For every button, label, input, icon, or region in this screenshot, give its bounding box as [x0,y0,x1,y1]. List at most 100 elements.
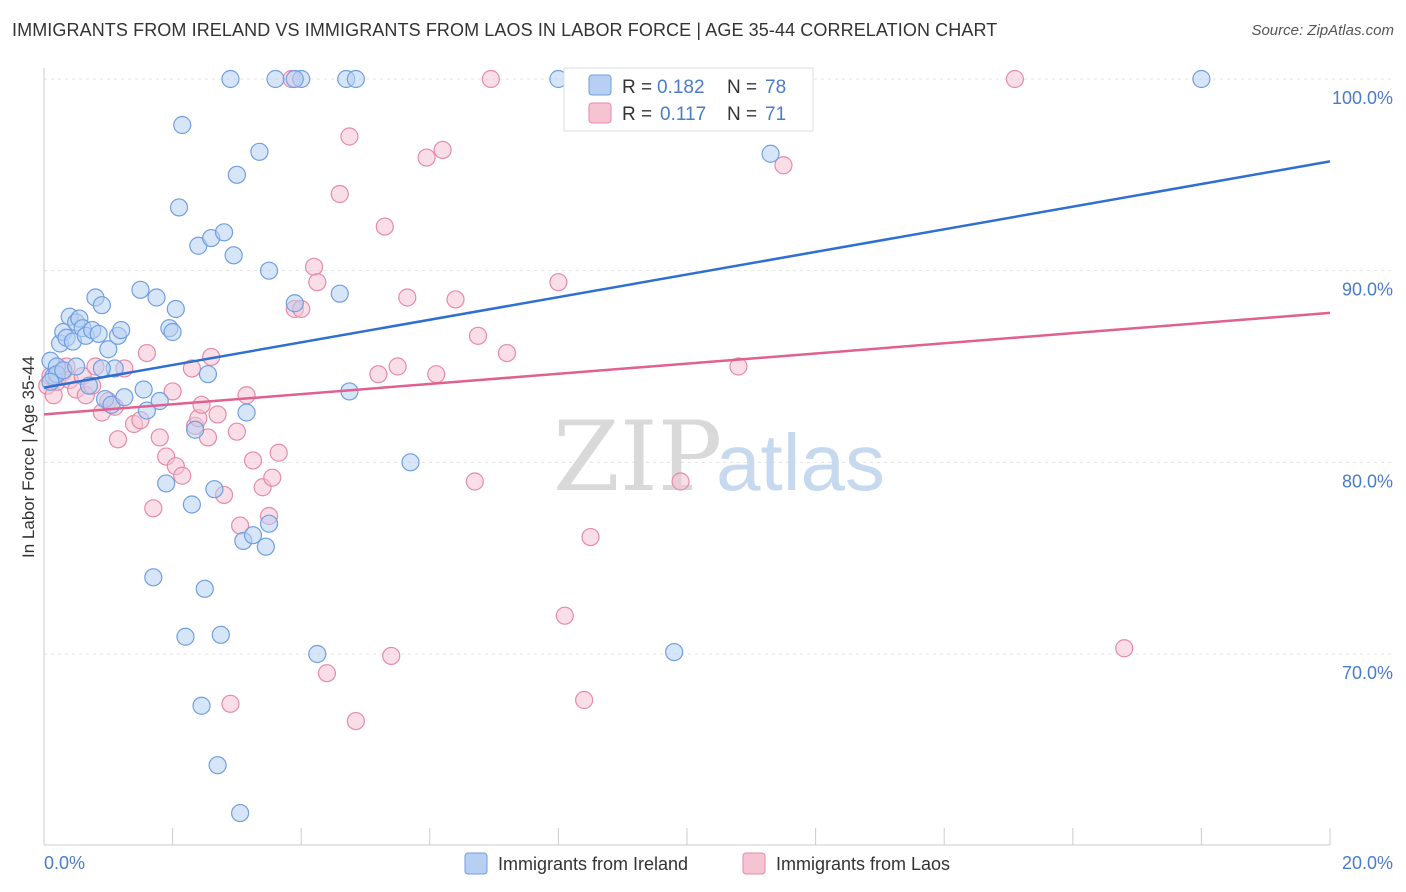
laos-point [192,395,211,414]
ireland-point [227,165,246,184]
laos-point [671,472,690,491]
ireland-point [134,380,153,399]
ireland-point [166,299,185,319]
laos-point [243,451,263,470]
laos-point [221,694,240,713]
legend-n-value-ireland: 78 [765,77,786,98]
ireland-point [169,198,189,217]
laos-point [729,357,748,376]
x-tick-label-max: 20.0% [1342,853,1393,873]
laos-point [108,430,128,449]
bottom-legend-swatch-ireland [464,852,488,875]
ireland-point [147,288,166,307]
laos-point [150,428,169,447]
watermark-zip: ZIP [553,401,722,513]
laos-point [144,499,163,518]
y-tick-label: 70.0% [1342,663,1393,683]
laos-point [388,357,407,376]
stats-legend: R = 0.182 N = 78 R = 0.117 N = 71 [563,67,814,132]
ireland-point [192,696,211,715]
ireland-point [115,388,134,407]
ireland-point [761,144,780,163]
legend-r-label-ireland: R = [622,77,652,98]
laos-point [263,468,282,487]
ireland-point [330,284,349,303]
laos-point [340,127,359,146]
ireland-point [195,579,214,598]
bottom-legend-label-ireland: Immigrants from Ireland [498,854,688,874]
laos-point [304,257,324,276]
laos-point [549,273,568,292]
laos-point [417,148,436,167]
ireland-point [205,480,224,499]
ireland-point [214,223,234,242]
y-tick-label: 80.0% [1342,471,1393,491]
y-tick-label: 100.0% [1332,88,1393,108]
laos-point [446,290,465,309]
ireland-point [665,642,684,662]
series-legend: Immigrants from Ireland Immigrants from … [464,852,950,875]
ireland-point [92,359,111,378]
ireland-point [163,322,182,342]
ireland-point [186,420,205,439]
watermark-atlas: atlas [716,418,885,507]
ireland-point [144,568,163,587]
laos-point [555,606,574,625]
chart-title: IMMIGRANTS FROM IRELAND VS IMMIGRANTS FR… [12,20,998,40]
laos-point [481,69,500,89]
laos-point [427,365,446,384]
laos-point [774,156,793,175]
ireland-point [237,403,256,422]
ireland-point [211,625,230,644]
x-axis-ticks [43,828,1331,845]
ireland-point [346,69,365,89]
ireland-point [231,803,250,823]
ireland-point [221,69,240,89]
laos-point [433,140,452,160]
laos-point [1005,69,1025,89]
ireland-point [112,320,131,340]
laos-point [369,365,388,384]
laos-point [465,472,484,491]
y-axis-title: In Labor Force | Age 35-44 [19,356,38,558]
ireland-point [224,246,243,265]
laos-point [468,326,488,345]
laos-point [137,343,156,363]
ireland-point [208,756,227,775]
laos-point [398,288,417,307]
ireland-point [308,644,327,664]
legend-r-label-laos: R = [622,104,652,125]
bottom-legend-label-laos: Immigrants from Laos [776,854,950,874]
gridlines [44,78,1393,655]
legend-r-value-ireland: 0.182 [657,77,705,98]
ireland-point [182,495,201,514]
laos-point [227,422,246,441]
series-ireland-points [41,69,1211,823]
laos-point [581,527,600,547]
legend-swatch-laos [588,102,612,124]
ireland-point [259,261,279,280]
ireland-point [266,69,285,89]
laos-point [375,217,394,236]
laos-point [269,443,288,462]
ireland-point [176,627,195,646]
legend-n-label-ireland: N = [727,77,757,98]
ireland-point [243,526,263,545]
laos-point [330,184,349,204]
ireland-point [198,365,218,384]
legend-swatch-ireland [588,74,612,96]
legend-r-value-laos: 0.117 [660,104,706,125]
laos-point [173,466,192,485]
ireland-point [157,474,176,493]
ireland-point [1192,69,1211,89]
ireland-point [259,514,279,533]
ireland-point [256,537,275,556]
ireland-point [250,142,269,161]
laos-point [308,273,327,292]
ireland-point [285,294,304,313]
laos-point [182,359,201,378]
legend-n-label-laos: N = [727,104,757,125]
source-label: Source: ZipAtlas.com [1251,22,1394,39]
laos-point [163,382,182,401]
laos-point [208,405,227,424]
